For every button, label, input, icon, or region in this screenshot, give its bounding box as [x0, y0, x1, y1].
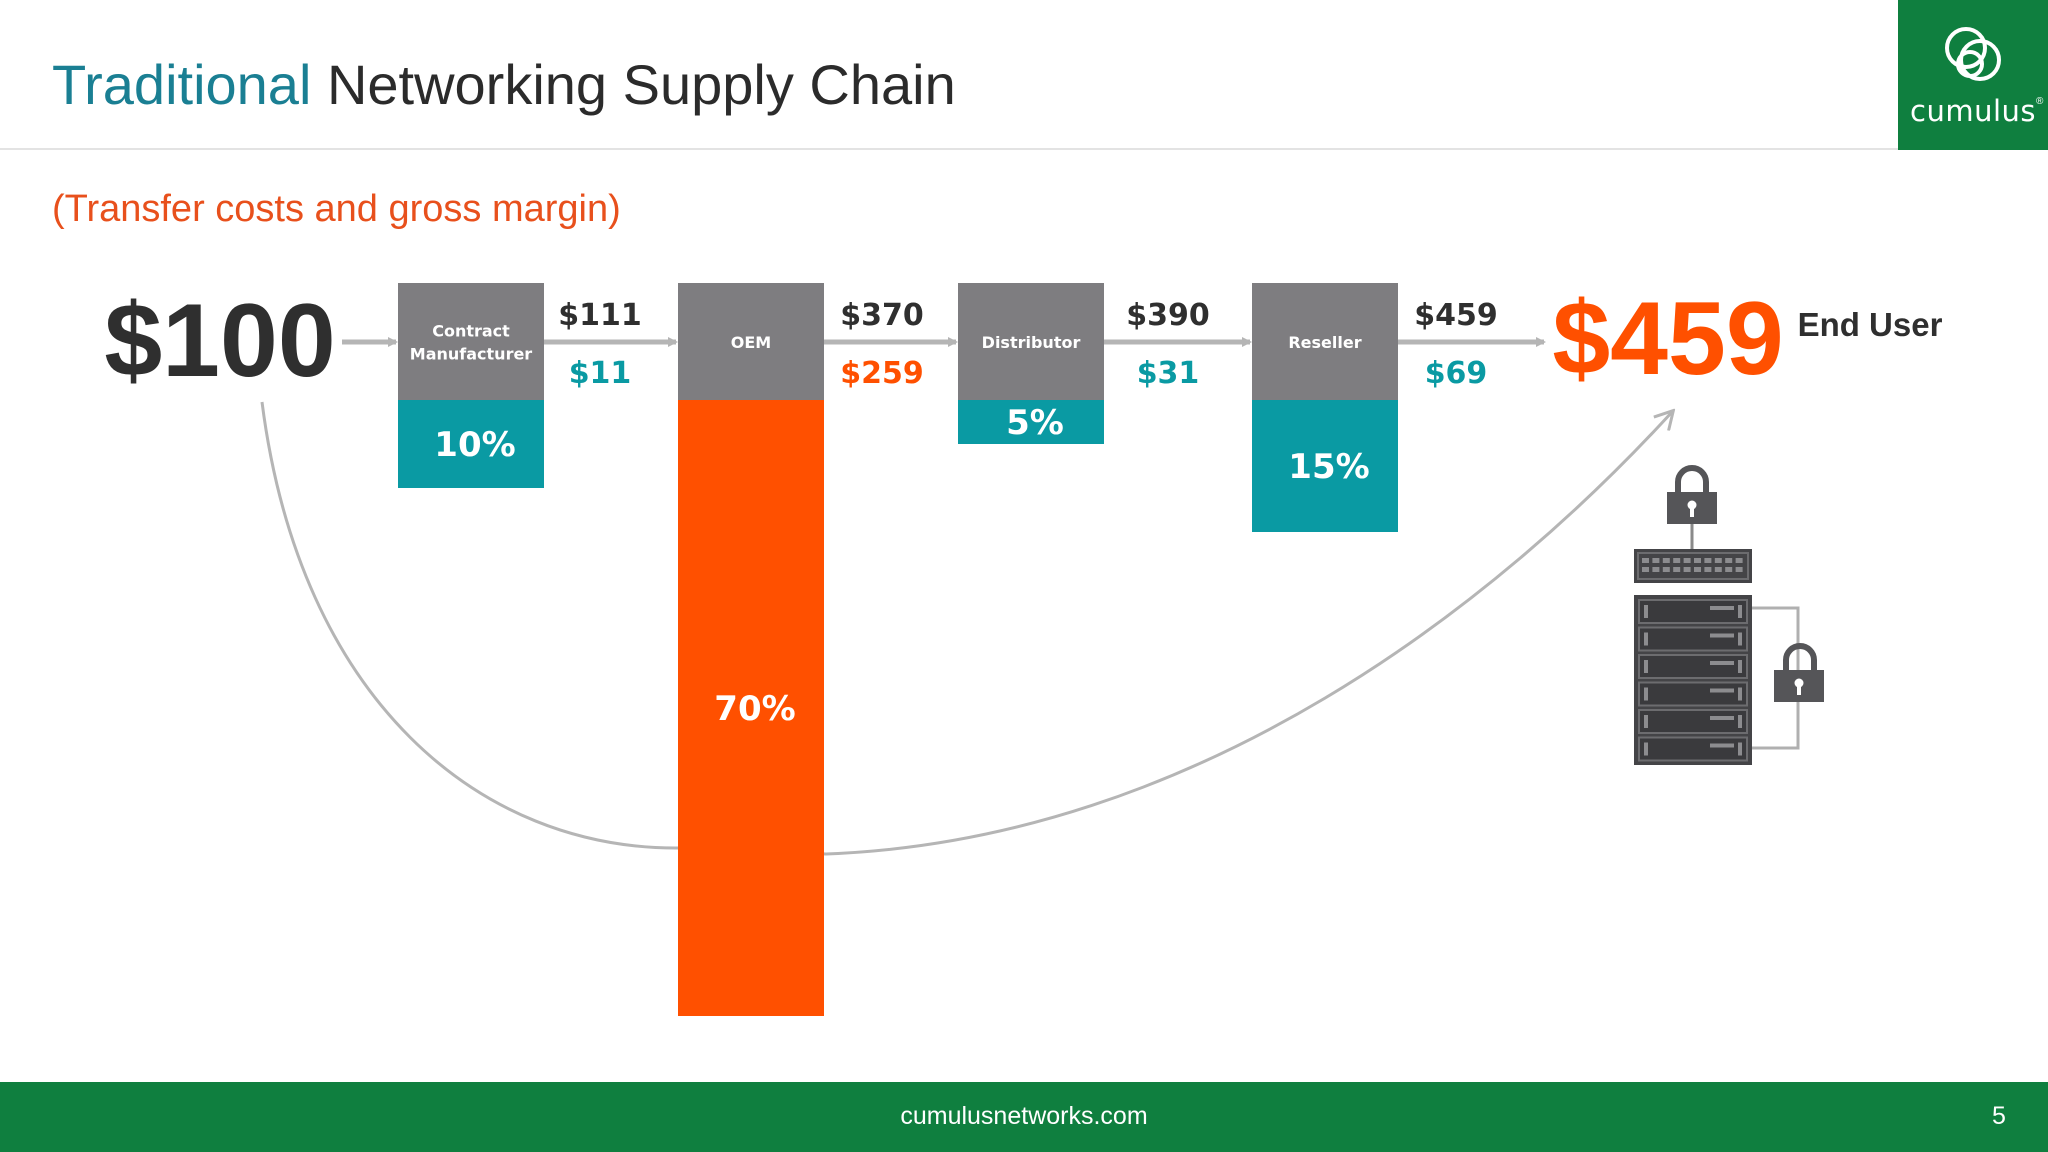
logo-wordmark: cumulus	[1910, 94, 2036, 128]
margin-pct-reseller: 15%	[1288, 447, 1369, 487]
margin-pct-distributor: 5%	[1006, 403, 1064, 443]
transfer-labels: $111 $11 $370 $259 $390 $31 $459 $69	[558, 298, 1498, 391]
server-rack-icon	[1634, 595, 1752, 765]
cumulus-rings-icon	[1945, 27, 2001, 81]
locked-hardware-illustration	[1634, 465, 1824, 765]
transfer-price-2: $370	[840, 298, 924, 333]
stage-box-distributor	[958, 283, 1104, 400]
padlock-icon	[1774, 643, 1824, 702]
transfer-price-4: $459	[1414, 298, 1498, 333]
transfer-margin-1: $11	[569, 356, 632, 391]
cumulus-logo: cumulus ®	[1898, 0, 2048, 150]
margin-bar-contract-manufacturer	[398, 400, 544, 488]
flow-curve	[260, 401, 1672, 856]
margin-pct-oem: 70%	[714, 689, 795, 729]
margin-bar-distributor	[958, 400, 1104, 444]
stage-label-reseller: Reseller	[1288, 333, 1361, 352]
transfer-margin-4: $69	[1425, 356, 1488, 391]
slide-title: Traditional Networking Supply Chain	[52, 52, 956, 117]
stage-label-oem: OEM	[731, 333, 771, 352]
transfer-margin-3: $31	[1137, 356, 1200, 391]
padlock-icon	[1667, 465, 1717, 524]
network-switch-icon	[1634, 549, 1752, 583]
stage-label-contract-manufacturer: Contract	[432, 322, 510, 341]
stage-box-reseller	[1252, 283, 1398, 400]
margin-bar-oem	[678, 400, 824, 1016]
end-user-label: End User	[1798, 306, 1943, 343]
footer-url: cumulusnetworks.com	[900, 1102, 1148, 1130]
page-number: 5	[1992, 1102, 2006, 1130]
title-accent: Traditional	[52, 53, 312, 116]
slide-subtitle: (Transfer costs and gross margin)	[52, 188, 621, 230]
end-value: $459	[1552, 281, 1783, 397]
margin-bar-reseller	[1252, 400, 1398, 532]
logo-registered-mark: ®	[2036, 96, 2044, 107]
start-value: $100	[104, 283, 335, 399]
stage-label-contract-manufacturer: Manufacturer	[410, 345, 533, 364]
stages: Contract Manufacturer 10% OEM 70% Distributor…	[398, 283, 1398, 1016]
slide-footer: cumulusnetworks.com 5	[0, 1082, 2048, 1152]
transfer-price-1: $111	[558, 298, 642, 333]
margin-pct-contract-manufacturer: 10%	[434, 425, 515, 465]
title-rest: Networking Supply Chain	[326, 53, 956, 116]
stage-label-distributor: Distributor	[982, 333, 1081, 352]
transfer-margin-2: $259	[840, 356, 924, 391]
stage-box-oem	[678, 283, 824, 400]
slide-header: Traditional Networking Supply Chain	[0, 0, 2048, 150]
stage-box-contract-manufacturer	[398, 283, 544, 400]
transfer-price-3: $390	[1126, 298, 1210, 333]
